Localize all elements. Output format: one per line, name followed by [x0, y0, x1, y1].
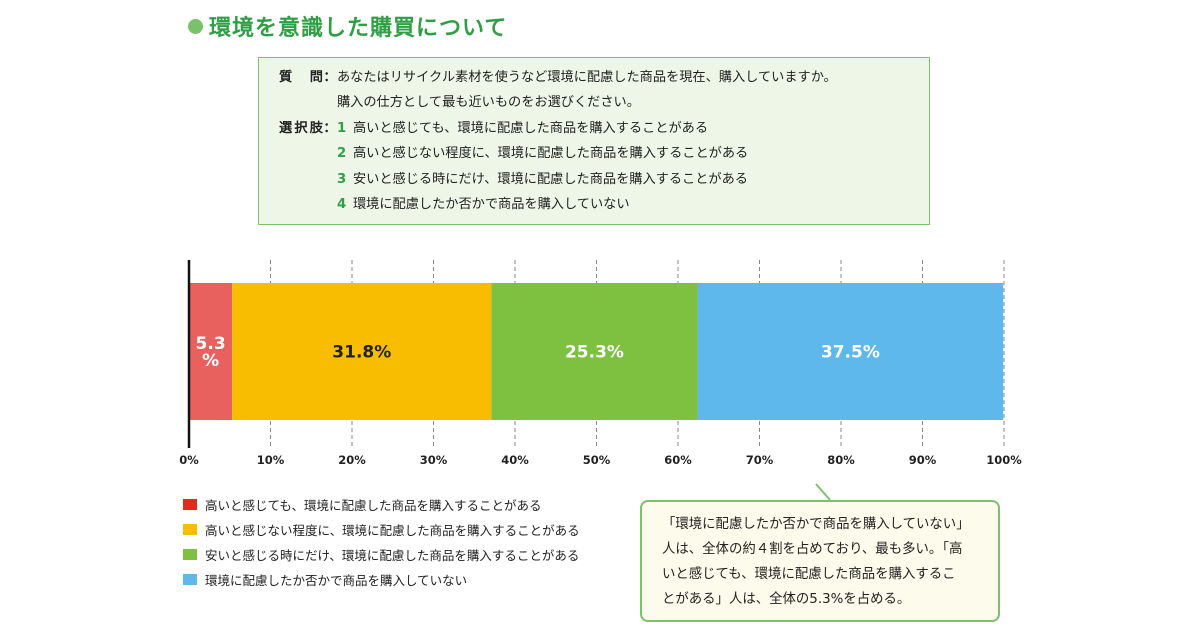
bar-segment-3: [491, 283, 698, 420]
legend-swatch: [183, 499, 197, 510]
legend-label: 環境に配慮したか否かで商品を購入していない: [205, 573, 468, 588]
legend-item-3: 安いと感じる時にだけ、環境に配慮した商品を購入することがある: [183, 542, 580, 567]
page-title: 環境を意識した購買について: [209, 16, 508, 41]
x-tick-label: 50%: [583, 453, 611, 467]
option-text: 環境に配慮したか否かで商品を購入していない: [353, 197, 630, 213]
option-number: 1: [337, 120, 347, 136]
option-text: 高いと感じても、環境に配慮した商品を購入することがある: [353, 120, 709, 136]
data-label: 25.3%: [565, 343, 624, 363]
x-tick-label: 20%: [338, 453, 366, 467]
option-number: 2: [337, 146, 347, 162]
callout-pointer: [815, 483, 831, 501]
question-row: 質問 ： あなたはリサイクル素材を使うなど環境に配慮した商品を現在、購入していま…: [279, 65, 921, 90]
bar-segment-2: [232, 283, 492, 420]
legend: 高いと感じても、環境に配慮した商品を購入することがある 高いと感じない程度に、環…: [183, 492, 580, 592]
x-tick-label: 30%: [420, 453, 448, 467]
option-row-4: 4 環境に配慮したか否かで商品を購入していない: [279, 192, 921, 217]
options-colon: ：: [323, 120, 337, 136]
option-number: 3: [337, 171, 347, 187]
bar-segment-4: [697, 283, 1004, 420]
question-label: 質問: [279, 70, 323, 85]
question-line-1: あなたはリサイクル素材を使うなど環境に配慮した商品を現在、購入していますか。: [337, 70, 837, 85]
comment-line-3: いと感じても、環境に配慮した商品を購入するこ: [662, 567, 956, 582]
comment-line-1: 「環境に配慮したか否かで商品を購入していない」: [662, 517, 970, 532]
data-label: %: [202, 351, 219, 371]
legend-label: 安いと感じる時にだけ、環境に配慮した商品を購入することがある: [205, 548, 580, 563]
data-label: 31.8%: [332, 343, 391, 363]
legend-label: 高いと感じても、環境に配慮した商品を購入することがある: [205, 498, 542, 513]
comment-line-2: 人は、全体の約４割を占めており、最も多い。「高: [662, 542, 963, 557]
x-tick-label: 40%: [501, 453, 529, 467]
x-tick-label: 60%: [664, 453, 692, 467]
question-row-continued: 購入の仕方として最も近いものをお選びください。: [279, 90, 921, 115]
option-number: 4: [337, 197, 347, 213]
question-box: 質問 ： あなたはリサイクル素材を使うなど環境に配慮した商品を現在、購入していま…: [258, 57, 930, 225]
question-line-2: 購入の仕方として最も近いものをお選びください。: [337, 95, 640, 111]
bar-segment-1: [189, 283, 233, 420]
data-label: 37.5%: [821, 343, 880, 363]
page-title-wrap: 環境を意識した購買について: [188, 10, 507, 42]
x-tick-label: 90%: [909, 453, 937, 467]
x-tick-label: 70%: [746, 453, 774, 467]
data-label: 5.3: [196, 334, 226, 354]
question-colon: ：: [323, 70, 337, 85]
option-text: 安いと感じる時にだけ、環境に配慮した商品を購入することがある: [353, 171, 748, 187]
option-text: 高いと感じない程度に、環境に配慮した商品を購入することがある: [353, 146, 749, 162]
options-label: 選択肢: [279, 120, 323, 136]
legend-swatch: [183, 574, 197, 585]
x-tick-label: 80%: [827, 453, 855, 467]
legend-item-2: 高いと感じない程度に、環境に配慮した商品を購入することがある: [183, 517, 580, 542]
option-row-3: 3 安いと感じる時にだけ、環境に配慮した商品を購入することがある: [279, 167, 921, 192]
legend-item-4: 環境に配慮したか否かで商品を購入していない: [183, 567, 580, 592]
legend-item-1: 高いと感じても、環境に配慮した商品を購入することがある: [183, 492, 580, 517]
legend-swatch: [183, 549, 197, 560]
x-tick-label: 10%: [257, 453, 285, 467]
legend-label: 高いと感じない程度に、環境に配慮した商品を購入することがある: [205, 523, 580, 538]
comment-callout: 「環境に配慮したか否かで商品を購入していない」 人は、全体の約４割を占めており、…: [640, 500, 1000, 622]
option-row-1: 選択肢 ： 1 高いと感じても、環境に配慮した商品を購入することがある: [279, 116, 921, 141]
option-row-2: 2 高いと感じない程度に、環境に配慮した商品を購入することがある: [279, 141, 921, 166]
x-tick-label: 100%: [986, 453, 1022, 467]
comment-line-4: とがある」人は、全体の5.3%を占める。: [662, 592, 911, 607]
bullet-dot-icon: [188, 18, 203, 34]
x-tick-label: 0%: [179, 453, 199, 467]
legend-swatch: [183, 524, 197, 535]
